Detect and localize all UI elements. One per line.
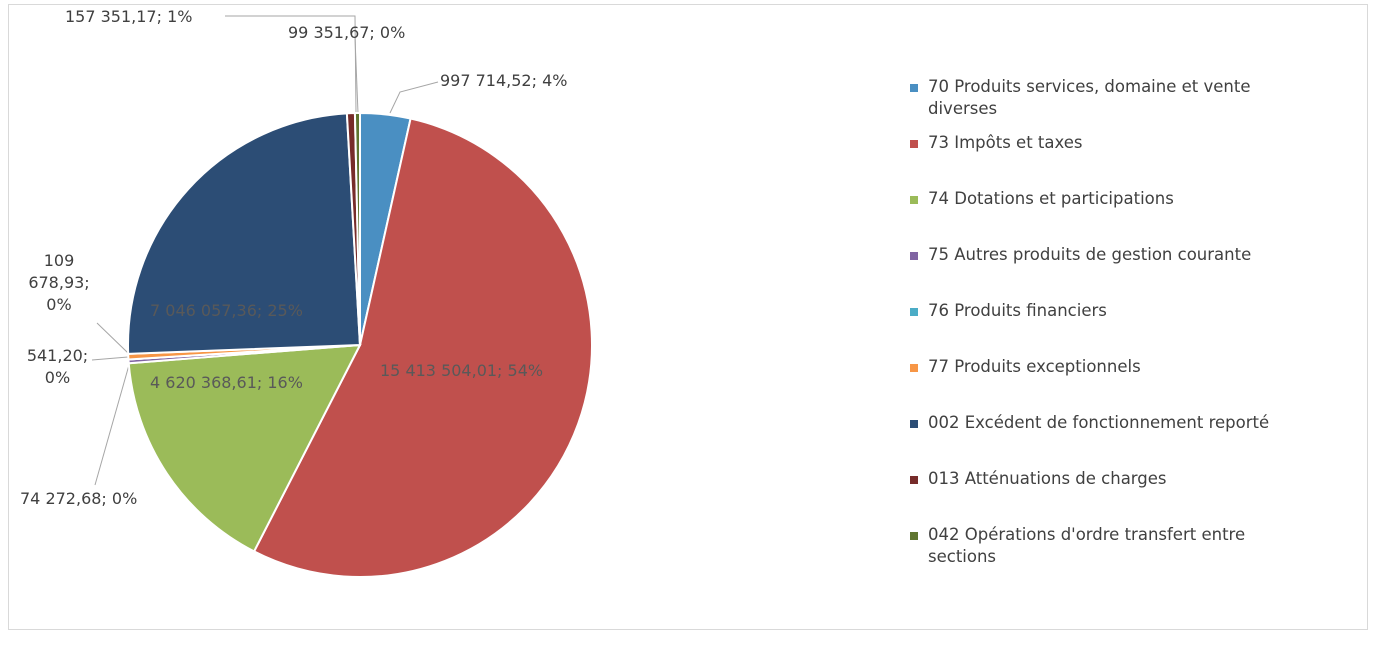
chart-frame xyxy=(8,4,1368,630)
legend-item: 77 Produits exceptionnels xyxy=(908,356,1313,412)
data-label: 99 351,67; 0% xyxy=(288,23,406,42)
leader-line xyxy=(354,37,359,114)
leader-line xyxy=(225,15,357,114)
legend-item: 73 Impôts et taxes xyxy=(908,132,1313,188)
data-label: 157 351,17; 1% xyxy=(65,7,193,26)
legend-label: 75 Autres produits de gestion courante xyxy=(928,245,1252,264)
leader-line xyxy=(96,322,129,354)
legend-swatch xyxy=(910,420,918,428)
legend-item: 70 Produits services, domaine et vente d… xyxy=(908,76,1313,132)
legend-swatch xyxy=(910,252,918,260)
legend-swatch xyxy=(910,140,918,148)
legend-item: 002 Excédent de fonctionnement reporté xyxy=(908,412,1313,468)
data-label: 4 620 368,61; 16% xyxy=(150,373,303,392)
legend-label: 013 Atténuations de charges xyxy=(928,469,1167,488)
legend-swatch xyxy=(910,84,918,92)
legend-label: 042 Opérations d'ordre transfert entre s… xyxy=(928,525,1246,566)
legend-swatch xyxy=(910,364,918,372)
legend-swatch xyxy=(910,532,918,540)
legend: 70 Produits services, domaine et vente d… xyxy=(908,76,1348,580)
legend-item: 76 Produits financiers xyxy=(908,300,1313,356)
pie-slice xyxy=(127,343,362,553)
legend-label: 70 Produits services, domaine et vente d… xyxy=(928,77,1251,118)
leader-line xyxy=(389,81,439,114)
legend-swatch xyxy=(910,196,918,204)
legend-item: 74 Dotations et participations xyxy=(908,188,1313,244)
pie-slice xyxy=(353,111,361,346)
pie-slice xyxy=(252,117,593,578)
data-label: 541,20; 0% xyxy=(26,346,89,387)
data-label: 109 678,93; 0% xyxy=(28,251,90,314)
legend-label: 74 Dotations et participations xyxy=(928,189,1174,208)
legend-label: 73 Impôts et taxes xyxy=(928,133,1083,152)
legend-item: 013 Atténuations de charges xyxy=(908,468,1313,524)
leader-line xyxy=(94,364,130,486)
legend-item: 042 Opérations d'ordre transfert entre s… xyxy=(908,524,1313,580)
data-label: 15 413 504,01; 54% xyxy=(380,361,544,380)
leader-line xyxy=(91,356,129,361)
legend-swatch xyxy=(910,308,918,316)
leader-lines xyxy=(91,15,439,486)
legend-label: 77 Produits exceptionnels xyxy=(928,357,1141,376)
pie-slice xyxy=(127,112,362,355)
legend-swatch xyxy=(910,476,918,484)
data-label: 7 046 057,36; 25% xyxy=(150,301,303,320)
legend-label: 002 Excédent de fonctionnement reporté xyxy=(928,413,1270,432)
legend-label: 76 Produits financiers xyxy=(928,301,1107,320)
data-label: 74 272,68; 0% xyxy=(20,489,138,508)
legend-item: 75 Autres produits de gestion courante xyxy=(908,244,1313,300)
data-label: 997 714,52; 4% xyxy=(440,71,568,90)
